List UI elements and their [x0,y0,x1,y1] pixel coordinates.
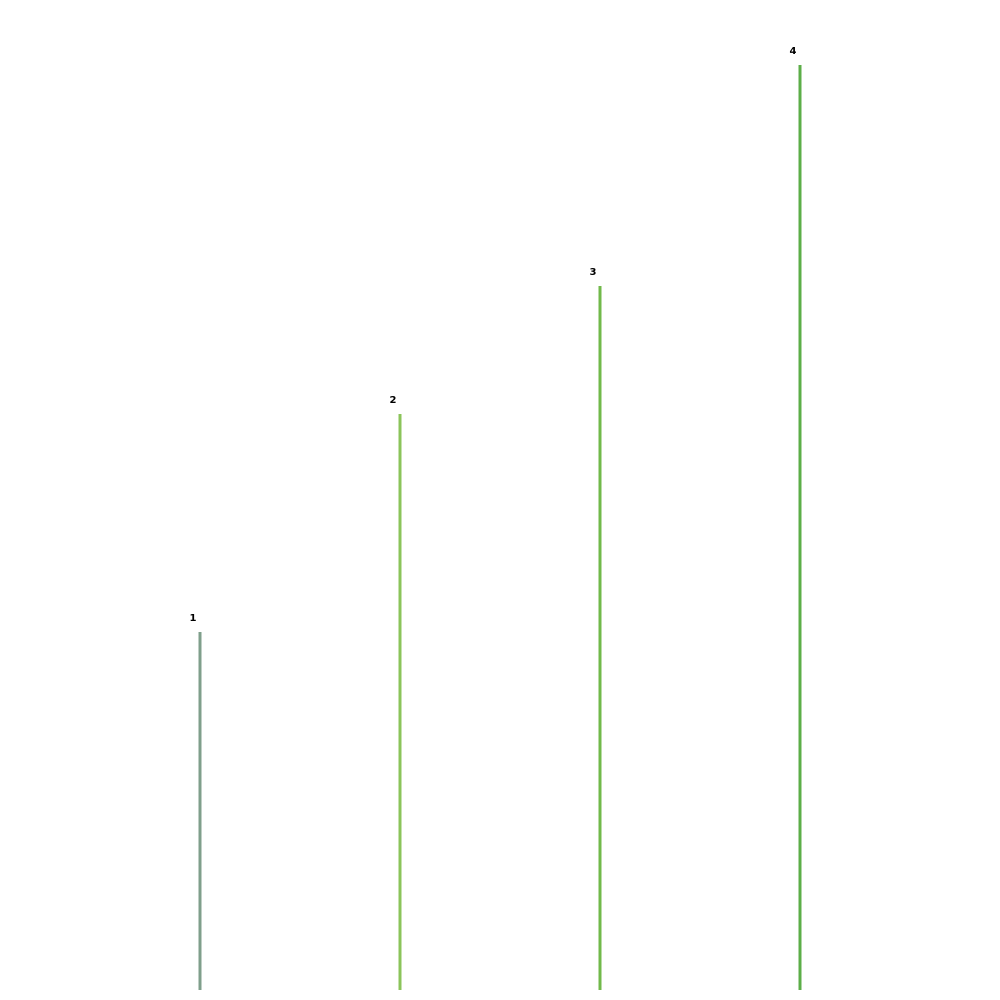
bar-label: 2 [390,395,397,406]
bar [598,286,602,990]
bar [398,414,402,990]
bar-label: 1 [190,613,197,624]
bar-label: 3 [590,267,597,278]
bar [198,632,202,990]
bar [798,65,802,990]
bar-label: 4 [790,46,797,57]
